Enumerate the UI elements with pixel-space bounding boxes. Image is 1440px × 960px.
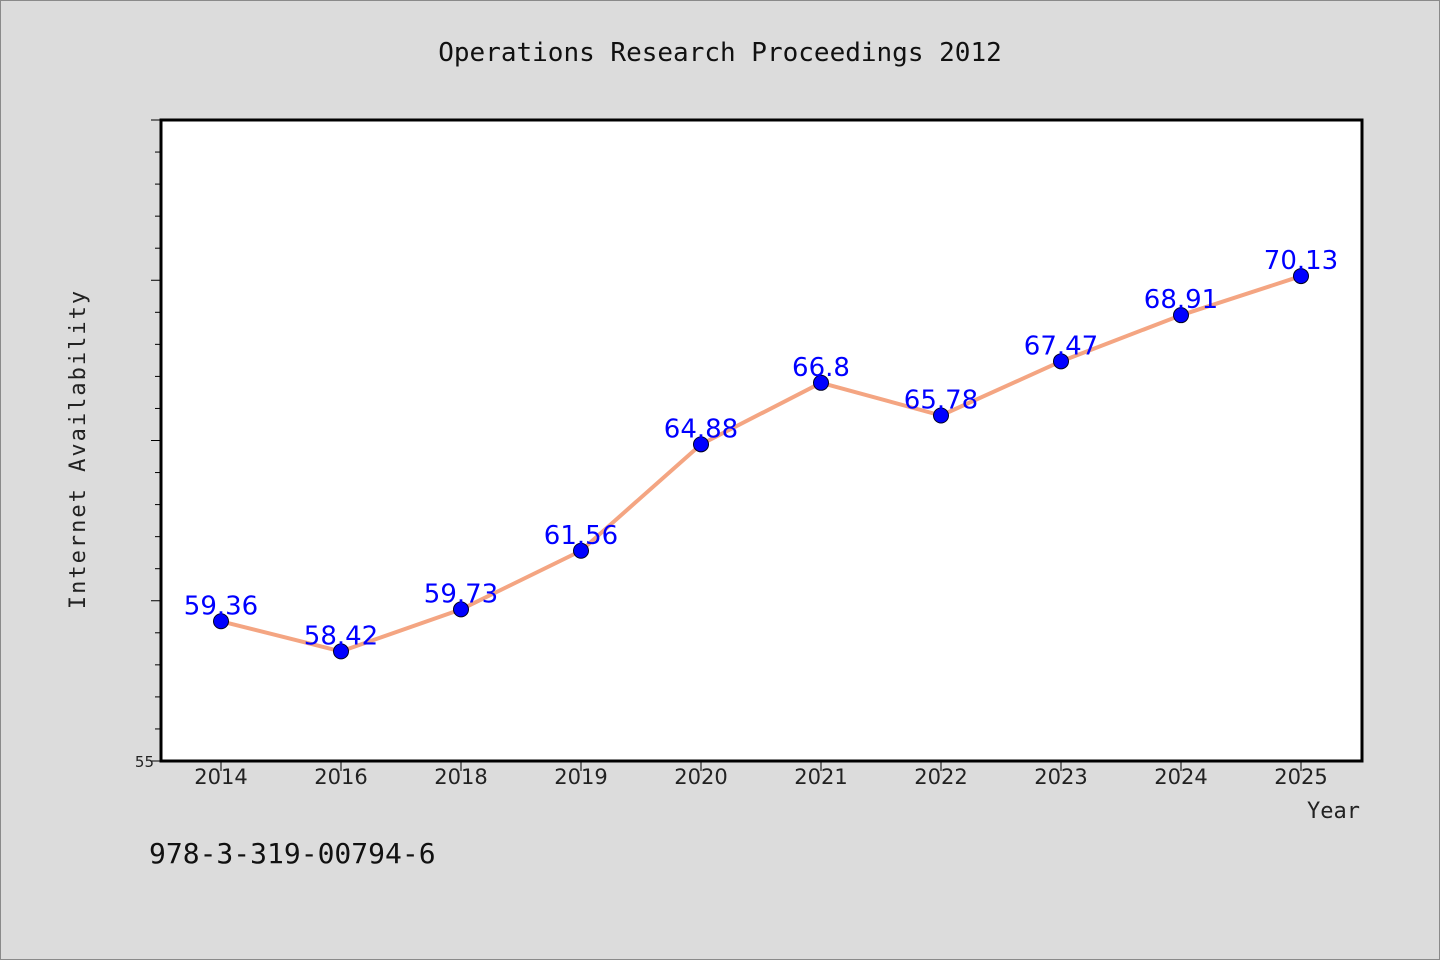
x-tick-label: 2019 xyxy=(554,765,607,789)
data-label: 67.47 xyxy=(1024,331,1098,361)
series-layer xyxy=(213,268,1309,660)
data-label: 64.88 xyxy=(664,414,738,444)
data-label: 58.42 xyxy=(304,621,378,651)
isbn-footer: 978-3-319-00794-6 xyxy=(149,837,436,870)
x-tick-label: 2022 xyxy=(914,765,967,789)
data-point xyxy=(213,613,229,630)
y-axis-label: Internet Availability xyxy=(66,289,91,609)
x-tick-label: 2025 xyxy=(1274,765,1327,789)
plot-border xyxy=(159,118,1364,763)
x-tick-label: 2018 xyxy=(434,765,487,789)
data-label: 68.91 xyxy=(1144,285,1218,315)
data-label: 65.78 xyxy=(904,386,978,416)
x-tick-label: 2020 xyxy=(674,765,727,789)
data-point xyxy=(453,601,469,618)
data-point xyxy=(573,542,589,559)
data-label: 59.73 xyxy=(424,579,498,609)
data-label: 61.56 xyxy=(544,521,618,551)
data-point xyxy=(813,374,829,391)
data-point xyxy=(1173,307,1189,324)
chart-title: Operations Research Proceedings 2012 xyxy=(438,38,1002,68)
data-label: 66.8 xyxy=(792,353,850,383)
data-point xyxy=(1293,268,1309,285)
x-axis-label: Year xyxy=(1307,799,1360,824)
data-labels-layer: 59.36 58.42 59.73 61.56 64.88 66.8 65.78 67.47 6… xyxy=(184,246,1338,651)
x-tick-label: 2014 xyxy=(194,765,247,789)
series-line xyxy=(220,274,1302,654)
data-point xyxy=(333,643,349,660)
data-point xyxy=(693,436,709,453)
x-axis-ticks: 2014 2016 2018 2019 2020 2021 2022 2023 2024 2025 xyxy=(194,761,1328,789)
x-tick-label: 2016 xyxy=(314,765,367,789)
x-tick-label: 2021 xyxy=(794,765,847,789)
data-point xyxy=(933,407,949,424)
x-tick-label: 2024 xyxy=(1154,765,1207,789)
data-label: 70.13 xyxy=(1264,246,1338,276)
y-tick-label: 55 xyxy=(135,753,154,771)
y-axis-ticks: 55 xyxy=(135,119,161,771)
x-tick-label: 2023 xyxy=(1034,765,1087,789)
data-label: 59.36 xyxy=(184,591,258,621)
data-point xyxy=(1053,353,1069,370)
plot-area xyxy=(161,120,1362,761)
